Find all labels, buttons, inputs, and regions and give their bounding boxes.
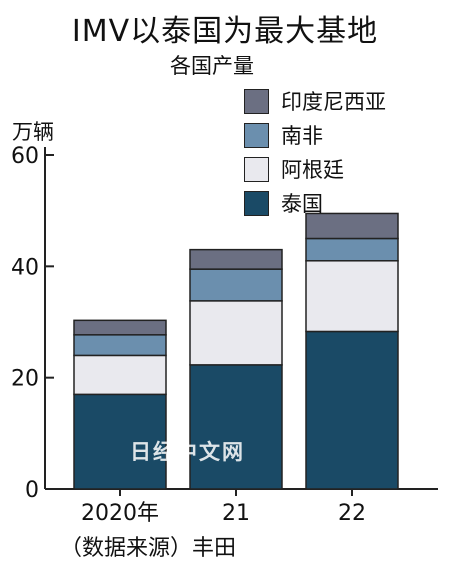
bar-segment [189, 364, 283, 490]
y-axis-label: 万辆 [12, 120, 54, 144]
bar-segment [73, 334, 167, 357]
legend-label: 泰国 [281, 192, 323, 216]
legend-item-indonesia: 印度尼西亚 [244, 84, 386, 118]
bar-segment [305, 237, 399, 262]
y-tick-label: 60 [11, 144, 39, 169]
x-tick-label: 22 [338, 501, 366, 526]
legend-swatch [244, 122, 269, 148]
chart-subtitle: 各国产量 [170, 54, 254, 78]
y-tick-label: 20 [11, 367, 39, 392]
bar-segment [189, 300, 283, 366]
watermark: 日经中文网 [130, 440, 245, 464]
legend-item-argentina: 阿根廷 [244, 152, 386, 186]
legend-label: 印度尼西亚 [281, 90, 386, 114]
x-tick-label: 2020年 [81, 501, 159, 526]
legend-swatch [244, 190, 269, 216]
legend: 印度尼西亚 南非 阿根廷 泰国 [244, 84, 386, 220]
bar-segment [305, 330, 399, 490]
bar-segment [305, 212, 399, 240]
legend-swatch [244, 156, 269, 182]
bar-segment [189, 248, 283, 270]
legend-swatch [244, 88, 269, 114]
legend-item-south-africa: 南非 [244, 118, 386, 152]
legend-label: 南非 [281, 124, 323, 148]
bar-segment [73, 354, 167, 396]
bar-segment [189, 268, 283, 302]
source-note: （数据来源）丰田 [60, 536, 237, 561]
bar-segment [73, 319, 167, 336]
bar-segment [305, 260, 399, 333]
legend-label: 阿根廷 [281, 158, 344, 182]
y-tick-label: 0 [25, 478, 39, 503]
legend-item-thailand: 泰国 [244, 186, 386, 220]
y-tick-label: 40 [11, 255, 39, 280]
bar-segment [73, 393, 167, 490]
x-tick-label: 21 [222, 501, 250, 526]
chart-title: IMV以泰国为最大基地 [71, 14, 379, 49]
